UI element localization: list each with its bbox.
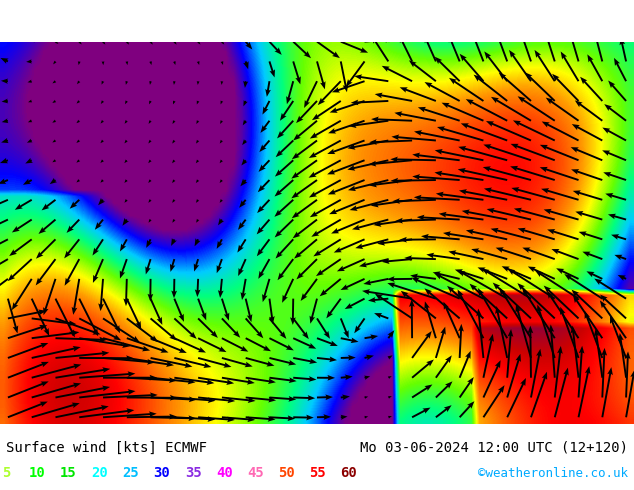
Text: ©weatheronline.co.uk: ©weatheronline.co.uk (477, 467, 628, 480)
Text: 5: 5 (2, 466, 11, 480)
Text: 10: 10 (29, 466, 46, 480)
Text: 40: 40 (216, 466, 233, 480)
Text: 30: 30 (153, 466, 171, 480)
Text: 45: 45 (247, 466, 264, 480)
Text: 60: 60 (340, 466, 357, 480)
Text: 35: 35 (184, 466, 202, 480)
Text: 20: 20 (91, 466, 108, 480)
Text: 55: 55 (309, 466, 326, 480)
Text: 25: 25 (122, 466, 139, 480)
Text: 15: 15 (60, 466, 77, 480)
Text: Surface wind [kts] ECMWF: Surface wind [kts] ECMWF (6, 441, 207, 454)
Text: 50: 50 (278, 466, 295, 480)
Text: Mo 03-06-2024 12:00 UTC (12+120): Mo 03-06-2024 12:00 UTC (12+120) (359, 441, 628, 454)
